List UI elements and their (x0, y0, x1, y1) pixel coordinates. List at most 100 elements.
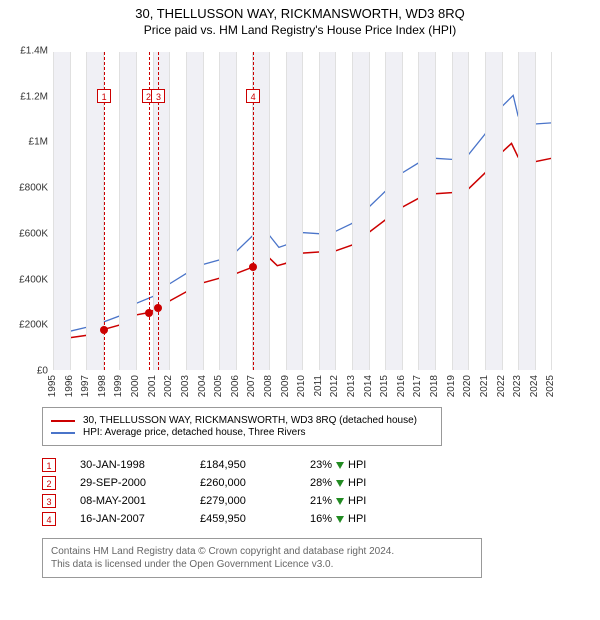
tx-flag: 2 (42, 476, 56, 490)
y-tick-label: £1M (8, 137, 48, 148)
tx-delta-vs: HPI (348, 459, 366, 471)
marker-dot (145, 309, 153, 317)
x-tick-label: 2016 (396, 375, 407, 397)
gridline-v (302, 52, 303, 370)
tx-price: £459,950 (200, 513, 310, 525)
tx-flag: 1 (42, 458, 56, 472)
gridline-v (119, 52, 120, 370)
tx-delta-pct: 23% (310, 459, 332, 471)
gridline-v (485, 52, 486, 370)
x-tick-label: 2001 (147, 375, 158, 397)
gridline-v (518, 52, 519, 370)
arrow-down-icon (336, 480, 344, 487)
year-band (352, 52, 369, 370)
gridline-v (319, 52, 320, 370)
year-band (452, 52, 469, 370)
legend-label: 30, THELLUSSON WAY, RICKMANSWORTH, WD3 8… (83, 415, 417, 426)
attribution-line-1: Contains HM Land Registry data © Crown c… (51, 545, 473, 558)
attribution: Contains HM Land Registry data © Crown c… (42, 538, 482, 578)
x-tick-label: 2023 (512, 375, 523, 397)
legend: 30, THELLUSSON WAY, RICKMANSWORTH, WD3 8… (42, 407, 442, 446)
year-band (485, 52, 502, 370)
x-tick-label: 2003 (180, 375, 191, 397)
marker-flag: 1 (97, 89, 111, 103)
tx-price: £260,000 (200, 477, 310, 489)
x-tick-label: 1998 (97, 375, 108, 397)
tx-delta-vs: HPI (348, 495, 366, 507)
page-subtitle: Price paid vs. HM Land Registry's House … (0, 23, 600, 37)
legend-swatch (51, 420, 75, 422)
page-title: 30, THELLUSSON WAY, RICKMANSWORTH, WD3 8… (0, 6, 600, 21)
x-tick-label: 2006 (230, 375, 241, 397)
x-tick-label: 2002 (163, 375, 174, 397)
legend-label: HPI: Average price, detached house, Thre… (83, 427, 306, 438)
year-band (518, 52, 535, 370)
y-tick-label: £800K (8, 183, 48, 194)
year-band (418, 52, 435, 370)
year-band (186, 52, 203, 370)
year-band (385, 52, 402, 370)
title-block: 30, THELLUSSON WAY, RICKMANSWORTH, WD3 8… (0, 0, 600, 37)
tx-delta: 16%HPI (310, 513, 430, 525)
tx-date: 29-SEP-2000 (80, 477, 200, 489)
tx-delta-vs: HPI (348, 477, 366, 489)
x-tick-label: 1999 (113, 375, 124, 397)
x-tick-label: 2025 (545, 375, 556, 397)
x-tick-label: 2011 (313, 375, 324, 397)
gridline-v (352, 52, 353, 370)
x-tick-label: 2009 (280, 375, 291, 397)
gridline-v (269, 52, 270, 370)
gridline-v (369, 52, 370, 370)
y-tick-label: £1.2M (8, 91, 48, 102)
tx-date: 08-MAY-2001 (80, 495, 200, 507)
arrow-down-icon (336, 498, 344, 505)
arrow-down-icon (336, 462, 344, 469)
gridline-v (136, 52, 137, 370)
gridline-v (435, 52, 436, 370)
tx-date: 16-JAN-2007 (80, 513, 200, 525)
gridline-v (286, 52, 287, 370)
plot-area: 1234 (52, 51, 562, 371)
tx-date: 30-JAN-1998 (80, 459, 200, 471)
gridline-v (203, 52, 204, 370)
x-tick-label: 2008 (263, 375, 274, 397)
transaction-row: 3 08-MAY-2001£279,00021% HPI (42, 492, 590, 510)
x-tick-label: 2010 (296, 375, 307, 397)
transaction-row: 130-JAN-1998£184,95023%HPI (42, 456, 590, 474)
x-tick-label: 2005 (213, 375, 224, 397)
transaction-row: 416-JAN-2007£459,95016%HPI (42, 510, 590, 528)
x-tick-label: 2020 (462, 375, 473, 397)
price-chart: £0£200K£400K£600K£800K£1M£1.2M£1.4M 1234… (8, 45, 568, 395)
marker-dot (154, 304, 162, 312)
gridline-v (169, 52, 170, 370)
x-tick-label: 2017 (412, 375, 423, 397)
tx-flag: 3 (42, 494, 56, 508)
attribution-line-2: This data is licensed under the Open Gov… (51, 558, 473, 571)
y-tick-label: £1.4M (8, 46, 48, 57)
marker-flag: 4 (246, 89, 260, 103)
gridline-v (186, 52, 187, 370)
x-tick-label: 1995 (47, 375, 58, 397)
x-tick-label: 2018 (429, 375, 440, 397)
year-band (119, 52, 136, 370)
year-band (53, 52, 70, 370)
x-tick-label: 2015 (379, 375, 390, 397)
gridline-v (335, 52, 336, 370)
x-tick-label: 2000 (130, 375, 141, 397)
gridline-v (535, 52, 536, 370)
x-tick-label: 2022 (496, 375, 507, 397)
year-band (219, 52, 236, 370)
x-tick-label: 1997 (80, 375, 91, 397)
x-tick-label: 2021 (479, 375, 490, 397)
x-tick-label: 2024 (529, 375, 540, 397)
tx-delta-pct: 21% (310, 495, 332, 507)
marker-dot (249, 263, 257, 271)
gridline-v (86, 52, 87, 370)
marker-dot (100, 326, 108, 334)
tx-delta: 21% HPI (310, 495, 430, 507)
x-tick-label: 1996 (64, 375, 75, 397)
gridline-v (236, 52, 237, 370)
x-tick-label: 2007 (246, 375, 257, 397)
gridline-v (468, 52, 469, 370)
tx-price: £279,000 (200, 495, 310, 507)
